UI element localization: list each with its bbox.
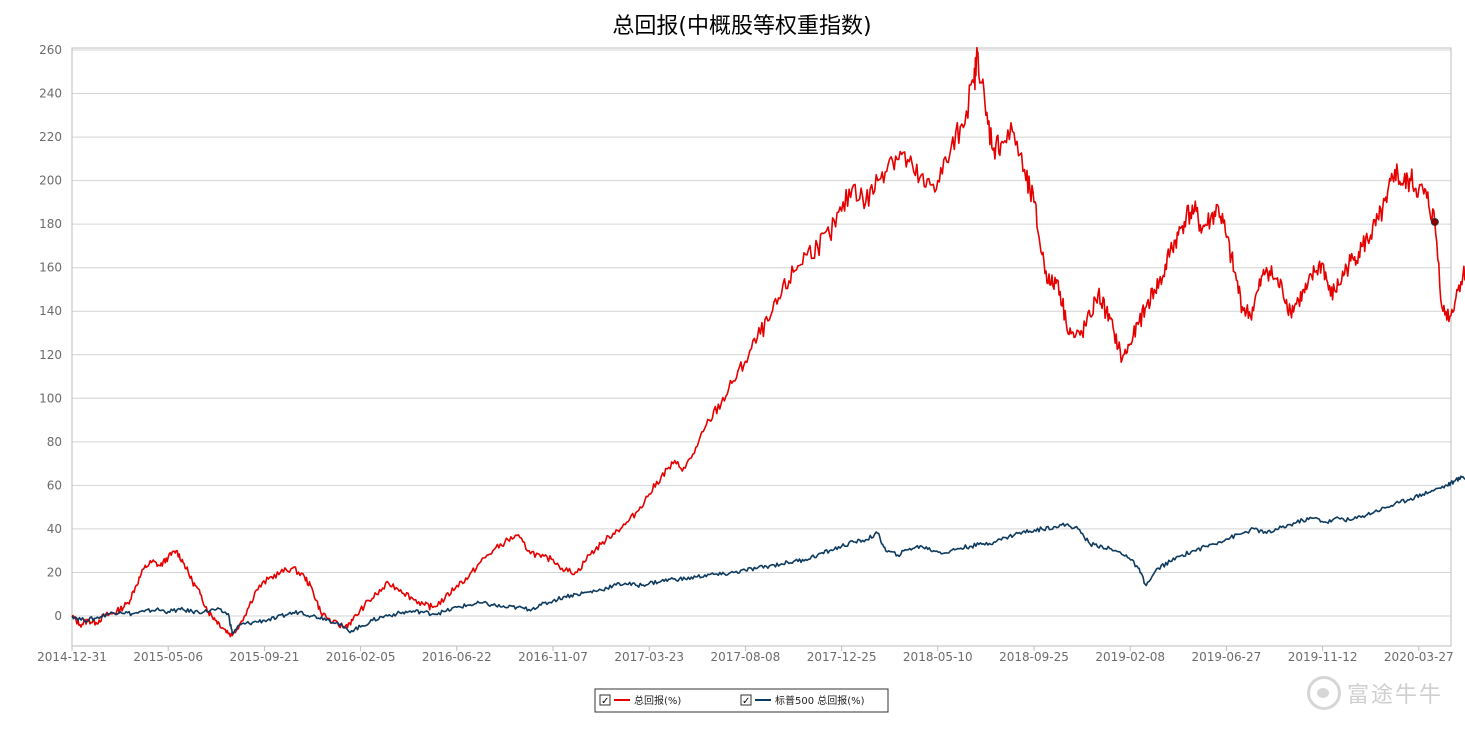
legend-label-sp500-return: 标普500 总回报(%) (775, 694, 865, 707)
futu-logo-icon (1306, 676, 1341, 710)
chart-title: 总回报(中概股等权重指数) (612, 14, 871, 39)
y-tick-label: 200 (39, 174, 62, 188)
checkmark-icon: ✓ (742, 696, 750, 707)
x-tick-label: 2017-03-23 (614, 650, 684, 664)
watermark-text: 富途牛牛 (1346, 683, 1443, 708)
grid-lines (72, 49, 1451, 617)
y-tick-label: 80 (47, 435, 62, 449)
x-tick-label: 2017-12-25 (807, 650, 877, 664)
x-axis-ticks: 2014-12-31 2015-05-06 2015-09-21 2016-02-05… (37, 646, 1454, 664)
legend-item-total-return[interactable]: ✓ 总回报(%) (599, 694, 681, 707)
y-tick-label: 60 (47, 478, 62, 492)
y-tick-label: 100 (39, 391, 62, 405)
series-lines (71, 46, 1465, 638)
y-tick-label: 0 (54, 609, 62, 623)
legend: ✓ 总回报(%) ✓ 标普500 总回报(%) (594, 688, 889, 713)
legend-label-total-return: 总回报(%) (634, 694, 681, 707)
y-tick-label: 120 (39, 348, 62, 362)
y-tick-label: 20 (47, 565, 62, 579)
x-tick-label: 2015-05-06 (133, 650, 203, 664)
legend-checkbox-total-return[interactable] (599, 694, 611, 706)
x-tick-label: 2019-06-27 (1192, 650, 1262, 664)
y-tick-label: 40 (47, 522, 62, 536)
x-tick-label: 2017-08-08 (711, 650, 781, 664)
y-tick-label: 220 (39, 130, 62, 144)
legend-item-sp500-return[interactable]: ✓ 标普500 总回报(%) (740, 694, 865, 707)
y-tick-label: 140 (39, 304, 62, 318)
x-tick-label: 2014-12-31 (37, 650, 107, 664)
series-line-total-return (71, 46, 1465, 638)
y-tick-label: 180 (39, 217, 62, 231)
plot-frame (71, 47, 1452, 647)
x-tick-label: 2016-06-22 (422, 650, 492, 664)
y-tick-label: 240 (39, 87, 62, 101)
y-tick-label: 160 (39, 261, 62, 275)
y-axis-ticks: 0 20 40 60 80 100 120 140 160 180 200 220 240 260 (39, 43, 62, 623)
legend-checkbox-sp500-return[interactable] (740, 694, 752, 706)
x-tick-label: 2015-09-21 (230, 650, 300, 664)
series-line-sp500-return (71, 475, 1465, 635)
checkmark-icon: ✓ (601, 696, 609, 707)
x-tick-label: 2019-11-12 (1288, 650, 1358, 664)
x-tick-label: 2016-02-05 (326, 650, 396, 664)
x-tick-label: 2020-03-27 (1384, 650, 1454, 664)
watermark: 富途牛牛 (1306, 676, 1443, 710)
x-tick-label: 2018-05-10 (903, 650, 973, 664)
series-markers (1430, 217, 1439, 226)
x-tick-label: 2019-02-08 (1095, 650, 1165, 664)
x-tick-label: 2018-09-25 (999, 650, 1069, 664)
x-tick-label: 2016-11-07 (518, 650, 588, 664)
series-marker[interactable] (1430, 217, 1439, 226)
y-tick-label: 260 (39, 43, 62, 57)
